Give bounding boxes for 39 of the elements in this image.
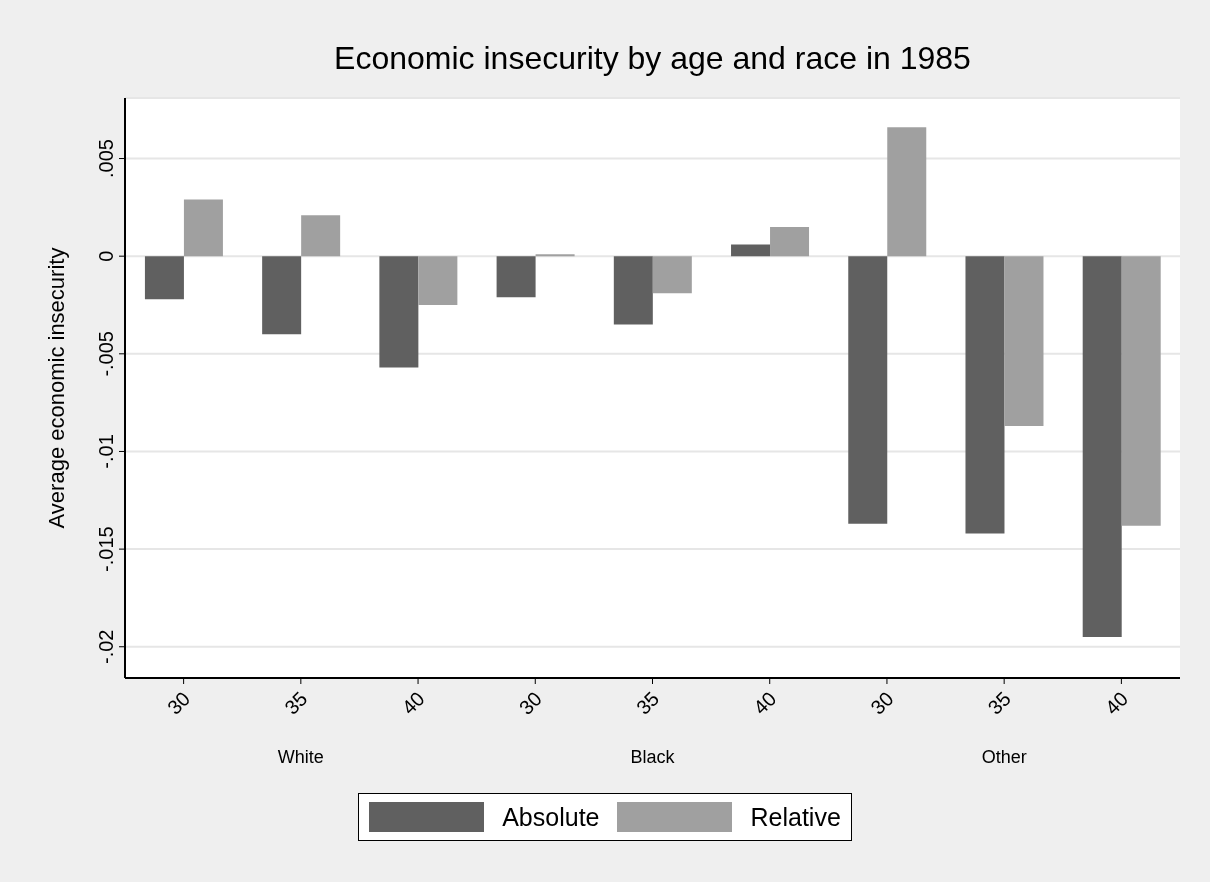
y-tick-label: .005 [95,139,117,179]
y-tick-label: -.02 [95,629,117,664]
bar [770,226,810,257]
y-tick-label: -.005 [95,331,117,377]
text: White [276,747,325,768]
bar [496,256,536,298]
bar [379,256,419,368]
x-tick-label: 40 [397,687,429,719]
bar [887,127,927,257]
text: Black [629,747,676,768]
bar [652,256,692,294]
bar [1004,256,1044,427]
bar [301,215,341,257]
chart-title: Economic insecurity by age and race in 1985 [333,40,972,77]
bar [965,256,1005,534]
bar [144,256,184,300]
legend-label: Relative [750,802,841,832]
bar [613,256,653,325]
text: Other [980,747,1028,768]
bar [848,256,888,524]
x-tick-label: 35 [631,687,664,719]
x-tick-label: 30 [514,687,546,719]
x-tick-label: 35 [280,687,312,719]
x-tick-label: 40 [1100,687,1133,719]
y-tick-label: 0 [95,250,117,262]
bar [1082,256,1122,637]
bar [1121,256,1161,526]
bar [262,256,302,335]
x-tick-label: 40 [749,687,781,719]
bar [183,199,223,257]
bar [731,244,771,257]
x-tick-label: 30 [163,687,195,719]
legend-label: Absolute [502,802,600,832]
y-tick-label: -.01 [95,434,117,469]
x-tick-label: 35 [983,687,1015,719]
bar [418,256,458,305]
y-axis-title: Average economic insecurity [44,247,70,529]
x-tick-label: 30 [866,687,898,719]
y-tick-label: -.015 [95,526,117,572]
